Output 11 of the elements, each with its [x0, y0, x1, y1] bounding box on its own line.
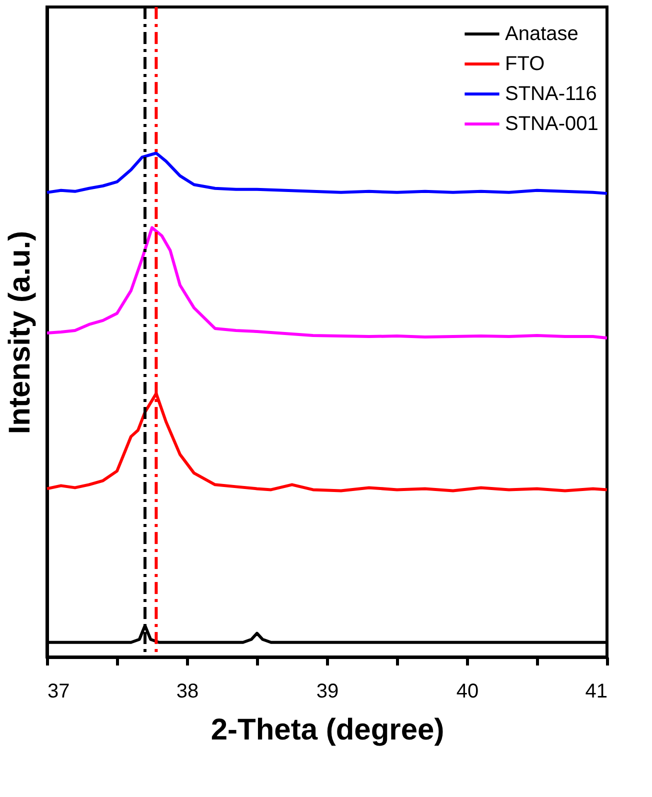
legend-label: STNA-116	[505, 83, 597, 105]
x-tick-label: 39	[316, 680, 339, 702]
legend-label: STNA-001	[505, 113, 598, 135]
legend-label: FTO	[505, 53, 545, 75]
legend-label: Anatase	[505, 23, 578, 45]
x-axis-title: 2-Theta (degree)	[210, 714, 444, 746]
x-tick-label: 37	[48, 680, 70, 702]
x-tick-label: 41	[585, 680, 608, 702]
x-tick-label: 38	[176, 680, 199, 702]
x-tick-label: 40	[456, 680, 479, 702]
y-axis-title: Intensity (a.u.)	[4, 230, 36, 434]
